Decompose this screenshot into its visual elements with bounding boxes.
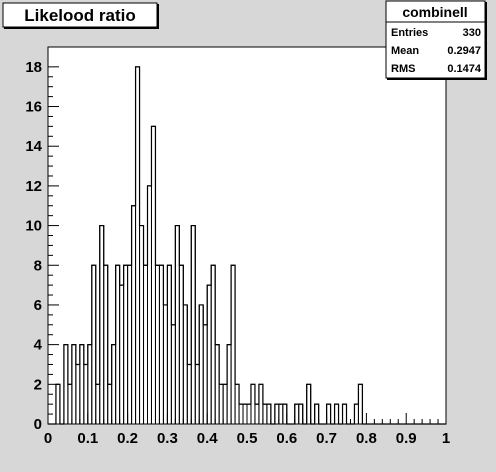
plot-area: [47, 46, 447, 425]
x-tick-label: 0.5: [237, 430, 258, 447]
title-box: Likelood ratio: [2, 2, 159, 29]
y-tick-label: 12: [25, 178, 42, 195]
stats-box-name: combinell: [402, 4, 467, 20]
stats-label-mean: Mean: [391, 45, 419, 57]
stats-value-entries: 330: [463, 27, 481, 39]
y-tick-label: 10: [25, 218, 42, 235]
x-tick-label: 0.6: [276, 430, 297, 447]
stats-value-mean: 0.2947: [447, 45, 481, 57]
title-box-shadow: [4, 27, 158, 29]
stats-label-entries: Entries: [391, 27, 428, 39]
x-tick-label: 0.2: [117, 430, 138, 447]
title-box-shadow-side: [157, 4, 159, 29]
x-tick-label: 0.9: [396, 430, 417, 447]
x-tick-label: 0.7: [316, 430, 337, 447]
x-tick-label: 0: [44, 430, 52, 447]
x-axis-ticks: 0 0.1 0.2 0.3 0.4 0.5 0.6 0.7 0.8 0.9 1: [44, 413, 450, 447]
stats-box-shadow-side: [485, 2, 487, 80]
x-tick-label: 0.1: [77, 430, 98, 447]
y-tick-label: 6: [34, 297, 42, 314]
histogram-bars: [48, 66, 446, 425]
y-tick-label: 0: [34, 416, 42, 433]
y-tick-label: 8: [34, 257, 42, 274]
y-tick-label: 18: [25, 59, 42, 76]
x-tick-label: 0.4: [197, 430, 219, 447]
histogram-outline: [48, 66, 446, 425]
y-tick-label: 4: [34, 337, 43, 354]
stats-value-rms: 0.1474: [447, 63, 482, 75]
y-tick-label: 14: [25, 138, 42, 155]
y-tick-label: 2: [34, 376, 42, 393]
title-box-frame: [2, 2, 158, 28]
x-tick-label: 0.3: [157, 430, 178, 447]
x-tick-label: 0.8: [356, 430, 377, 447]
chart-title: Likelood ratio: [24, 6, 135, 25]
stats-box: combinell Entries 330 Mean 0.2947 RMS 0.…: [385, 0, 487, 80]
x-tick-label: 1: [442, 430, 450, 447]
stats-box-shadow: [387, 78, 487, 80]
y-axis-ticks: 0 2 4 6 8 10 12 14 16 18: [25, 59, 59, 433]
stats-label-rms: RMS: [391, 63, 415, 75]
stats-box-frame: [385, 0, 486, 79]
y-tick-label: 16: [25, 99, 42, 116]
